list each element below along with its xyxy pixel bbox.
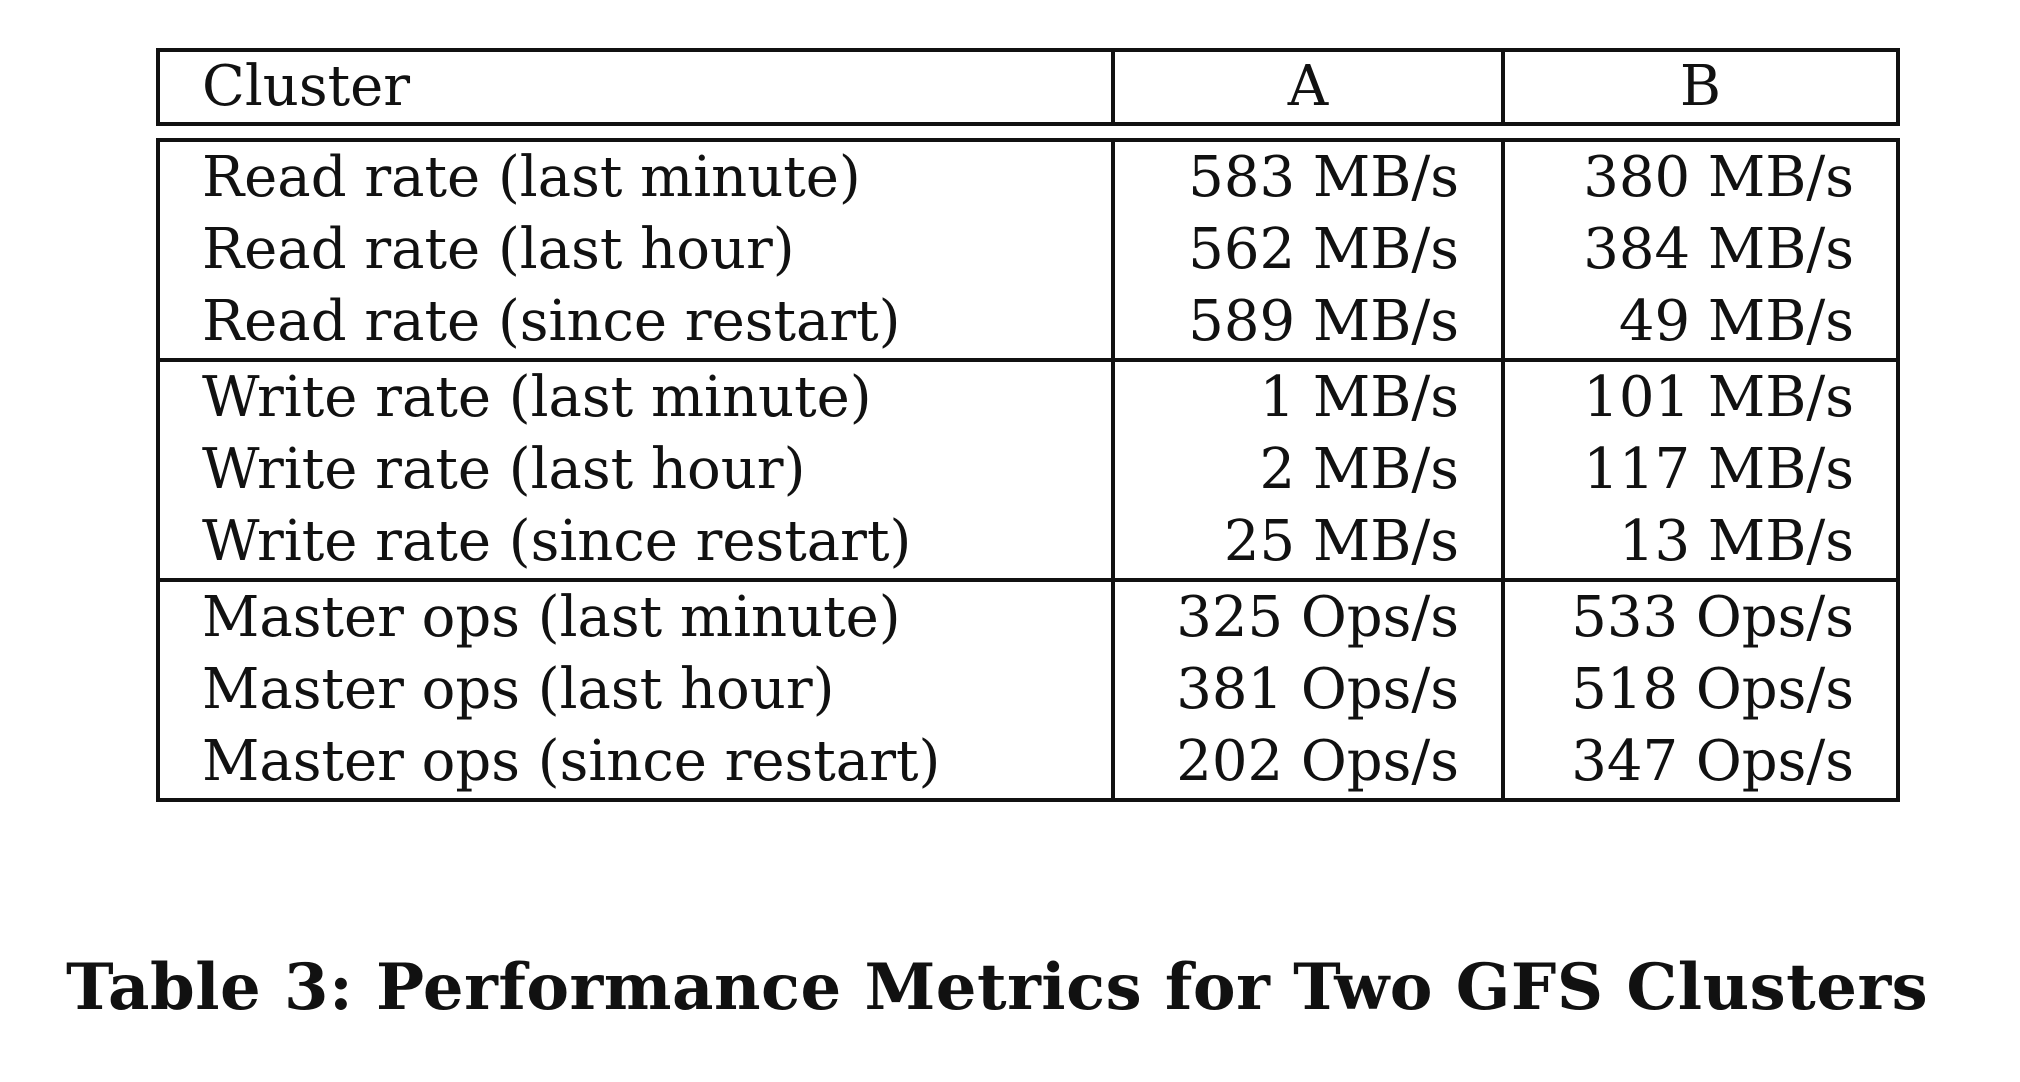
row-label: Read rate (since restart) [156,286,1115,362]
row-label: Read rate (last hour) [156,214,1115,286]
row-label: Master ops (since restart) [156,726,1115,802]
table-row: Write rate (last hour) 2 MB/s 117 MB/s [156,434,1900,506]
cluster-a-value: 381 Ops/s [1111,654,1505,726]
row-label: Write rate (last hour) [156,434,1115,506]
cluster-a-value: 25 MB/s [1111,506,1505,582]
row-label: Master ops (last hour) [156,654,1115,726]
table-row: Master ops (last hour) 381 Ops/s 518 Ops… [156,654,1900,726]
header-row: Cluster A B [156,48,1900,126]
header-cluster: Cluster [156,48,1115,126]
header-double-rule [158,124,1898,142]
table-row: Write rate (last minute) 1 MB/s 101 MB/s [156,360,1900,434]
table-row: Read rate (last hour) 562 MB/s 384 MB/s [156,214,1900,286]
header-cluster-b: B [1501,48,1900,126]
cluster-a-value: 562 MB/s [1111,214,1505,286]
cluster-b-value: 518 Ops/s [1501,654,1900,726]
table-row: Read rate (since restart) 589 MB/s 49 MB… [156,286,1900,362]
table-row: Master ops (since restart) 202 Ops/s 347… [156,726,1900,802]
performance-metrics-table: Cluster A B Read rate (last minute) 583 … [156,48,1900,802]
cluster-b-value: 384 MB/s [1501,214,1900,286]
row-label: Write rate (since restart) [156,506,1115,582]
table-row: Master ops (last minute) 325 Ops/s 533 O… [156,580,1900,654]
table-row: Read rate (last minute) 583 MB/s 380 MB/… [156,140,1900,214]
cluster-b-value: 117 MB/s [1501,434,1900,506]
cluster-a-value: 583 MB/s [1111,140,1505,214]
cluster-b-value: 380 MB/s [1501,140,1900,214]
row-label: Read rate (last minute) [156,140,1115,214]
cluster-a-value: 2 MB/s [1111,434,1505,506]
cluster-b-value: 347 Ops/s [1501,726,1900,802]
cluster-b-value: 533 Ops/s [1501,580,1900,654]
cluster-b-value: 101 MB/s [1501,360,1900,434]
row-label: Master ops (last minute) [156,580,1115,654]
metrics-table-container: Cluster A B Read rate (last minute) 583 … [156,48,1900,802]
table-row: Write rate (since restart) 25 MB/s 13 MB… [156,506,1900,582]
cluster-b-value: 13 MB/s [1501,506,1900,582]
table-caption: Table 3: Performance Metrics for Two GFS… [66,950,1929,1025]
cluster-a-value: 1 MB/s [1111,360,1505,434]
header-cluster-a: A [1111,48,1505,126]
row-label: Write rate (last minute) [156,360,1115,434]
cluster-a-value: 589 MB/s [1111,286,1505,362]
cluster-b-value: 49 MB/s [1501,286,1900,362]
cluster-a-value: 202 Ops/s [1111,726,1505,802]
cluster-a-value: 325 Ops/s [1111,580,1505,654]
